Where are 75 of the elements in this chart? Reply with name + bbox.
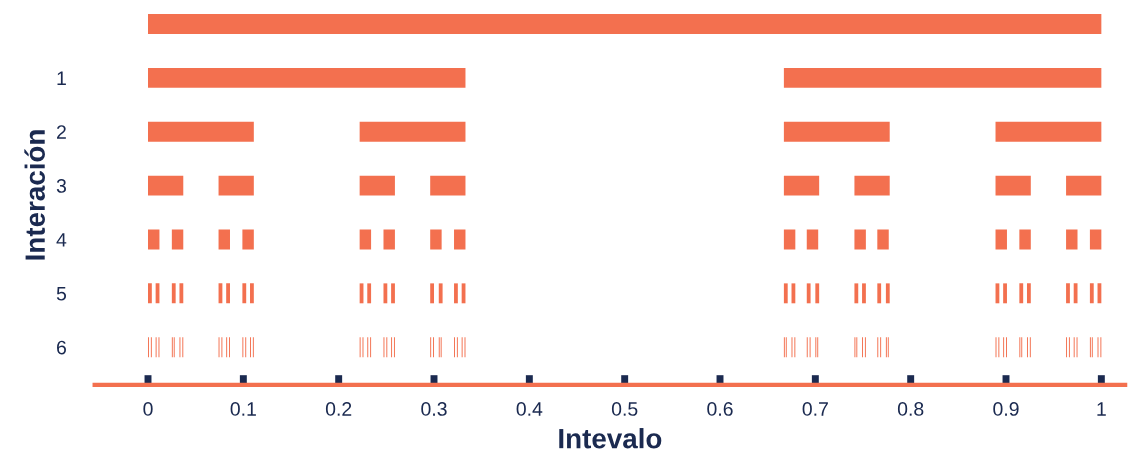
bar xyxy=(995,121,1102,142)
bar xyxy=(438,283,443,304)
bar xyxy=(148,229,160,250)
bar xyxy=(148,283,152,304)
x-tick-label: 0.1 xyxy=(230,402,256,416)
bar xyxy=(430,175,466,196)
bar xyxy=(806,229,819,250)
bar xyxy=(854,283,859,304)
bar xyxy=(148,121,254,142)
bar xyxy=(1066,175,1102,196)
bar xyxy=(242,283,247,304)
bar xyxy=(383,229,395,250)
x-tick-label: 1 xyxy=(1097,402,1106,416)
bar xyxy=(391,283,395,304)
bar xyxy=(806,283,811,304)
bar xyxy=(862,283,866,304)
x-tick-label: 0.3 xyxy=(421,402,447,416)
bar xyxy=(995,229,1007,250)
bar xyxy=(1066,229,1078,250)
bar xyxy=(430,283,435,304)
bar xyxy=(877,229,889,250)
x-tick-label: 0.5 xyxy=(611,402,638,416)
y-tick-label: 3 xyxy=(56,179,66,193)
bar xyxy=(179,283,184,304)
bar xyxy=(218,229,230,250)
bar xyxy=(171,229,184,250)
bar xyxy=(1089,283,1094,304)
x-axis-title: Intevalo xyxy=(559,428,662,449)
bar xyxy=(783,67,1102,88)
bar xyxy=(250,283,254,304)
bar xyxy=(885,283,890,304)
y-tick-label: 4 xyxy=(56,233,67,247)
y-tick-label: 1 xyxy=(57,71,66,85)
bar xyxy=(359,121,466,142)
bar xyxy=(783,121,890,142)
bar xyxy=(1019,229,1031,250)
y-tick-label: 5 xyxy=(56,287,67,301)
bar xyxy=(218,175,254,196)
bar xyxy=(383,283,388,304)
bar xyxy=(454,229,466,250)
bar xyxy=(854,175,890,196)
y-axis-title: Interación xyxy=(24,130,45,260)
bar xyxy=(148,14,1102,34)
x-tick-label: 0.9 xyxy=(993,402,1019,416)
y-tick-label: 2 xyxy=(57,125,66,139)
x-tick-label: 0.4 xyxy=(516,402,543,416)
bar xyxy=(1066,283,1070,304)
bar xyxy=(359,229,372,250)
bar xyxy=(783,283,788,304)
bar xyxy=(815,283,820,304)
bar xyxy=(1073,283,1078,304)
bar xyxy=(226,283,230,304)
bar xyxy=(783,175,820,196)
bar xyxy=(430,229,442,250)
x-tick-label: 0.8 xyxy=(897,402,924,416)
bar xyxy=(148,175,184,196)
bar xyxy=(1019,283,1024,304)
x-tick-label: 0 xyxy=(143,402,153,416)
bar xyxy=(783,229,796,250)
x-tick-label: 0.6 xyxy=(707,402,733,416)
bar xyxy=(1026,283,1031,304)
bar xyxy=(242,229,254,250)
bar xyxy=(454,283,458,304)
bar xyxy=(995,175,1031,196)
bar xyxy=(367,283,372,304)
x-tick-label: 0.7 xyxy=(802,402,828,416)
bar xyxy=(171,283,176,304)
bar xyxy=(359,175,395,196)
bar xyxy=(854,229,866,250)
x-tick-label: 0.2 xyxy=(325,402,352,416)
y-tick-label: 6 xyxy=(57,340,66,355)
bar xyxy=(148,67,466,88)
bar xyxy=(1003,283,1007,304)
bar xyxy=(877,283,882,304)
bar xyxy=(1089,229,1102,250)
